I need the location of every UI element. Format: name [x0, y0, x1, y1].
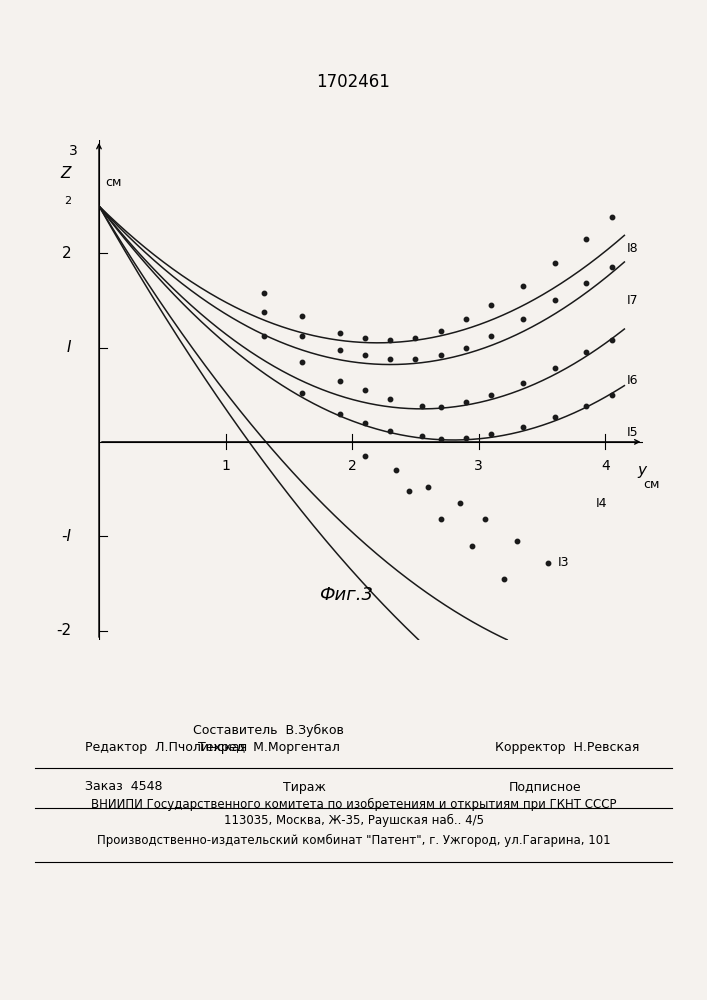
Text: Составитель  В.Зубков: Составитель В.Зубков — [193, 723, 344, 737]
Text: Техред  М.Моргентал: Техред М.Моргентал — [198, 742, 339, 754]
Text: -2: -2 — [56, 623, 71, 638]
Text: Корректор  Н.Ревская: Корректор Н.Ревская — [495, 742, 639, 754]
Text: I: I — [66, 340, 71, 355]
Text: см: см — [643, 478, 660, 491]
Text: 2: 2 — [348, 459, 356, 473]
Text: Редактор  Л.Пчолинская: Редактор Л.Пчолинская — [85, 742, 247, 754]
Text: 1: 1 — [221, 459, 230, 473]
Text: -I: -I — [61, 529, 71, 544]
Text: 2: 2 — [62, 246, 71, 261]
Text: Производственно-издательский комбинат "Патент", г. Ужгород, ул.Гагарина, 101: Производственно-издательский комбинат "П… — [97, 833, 610, 847]
Text: I5: I5 — [627, 426, 638, 439]
Text: I3: I3 — [557, 556, 568, 569]
Text: 3: 3 — [69, 144, 78, 158]
Text: 113035, Москва, Ж-35, Раушская наб.. 4/5: 113035, Москва, Ж-35, Раушская наб.. 4/5 — [223, 813, 484, 827]
Text: I4: I4 — [595, 497, 607, 510]
Text: 4: 4 — [601, 459, 609, 473]
Text: ВНИИПИ Государственного комитета по изобретениям и открытиям при ГКНТ СССР: ВНИИПИ Государственного комитета по изоб… — [90, 797, 617, 811]
Text: Фиг.3: Фиг.3 — [319, 586, 373, 604]
Text: 1702461: 1702461 — [317, 73, 390, 91]
Text: I8: I8 — [627, 242, 638, 255]
Text: Подписное: Подписное — [509, 780, 582, 794]
Text: см: см — [105, 176, 122, 189]
Text: 3: 3 — [474, 459, 483, 473]
Text: Z: Z — [61, 166, 71, 181]
Text: I7: I7 — [627, 294, 638, 307]
Text: Тираж: Тираж — [283, 780, 325, 794]
Text: y: y — [637, 463, 646, 478]
Text: Заказ  4548: Заказ 4548 — [85, 780, 163, 794]
Text: 2: 2 — [64, 196, 71, 206]
Text: I6: I6 — [627, 374, 638, 387]
